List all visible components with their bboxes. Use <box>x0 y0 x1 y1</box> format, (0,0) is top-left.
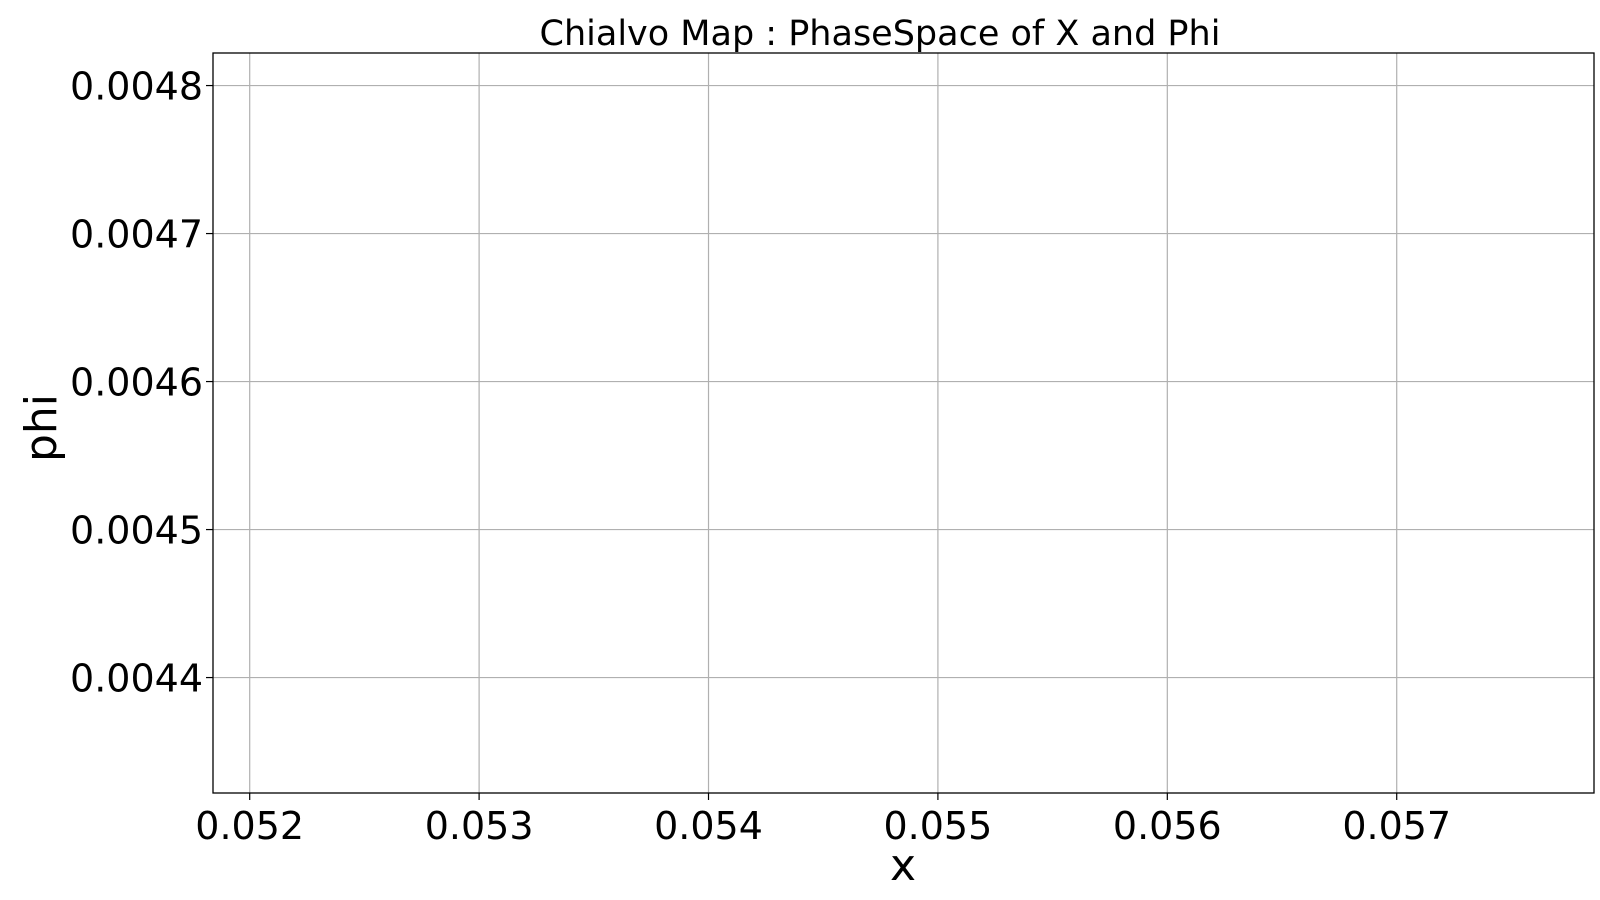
x-tick-label: 0.055 <box>884 804 993 848</box>
x-tick-label: 0.053 <box>425 804 534 848</box>
y-tick-label: 0.0044 <box>70 657 203 701</box>
y-tick-label: 0.0045 <box>70 509 203 553</box>
x-axis-ticks: 0.052 0.053 0.054 0.055 0.056 0.057 <box>195 793 1451 848</box>
chart-title: Chialvo Map : PhaseSpace of X and Phi <box>540 14 1221 54</box>
y-axis-label: phi <box>16 394 67 462</box>
x-axis-label: x <box>890 840 916 891</box>
plot-frame <box>212 52 1595 794</box>
x-tick-label: 0.056 <box>1113 804 1222 848</box>
x-tick-label: 0.057 <box>1342 804 1451 848</box>
y-tick-label: 0.0047 <box>70 213 203 257</box>
y-axis-ticks: 0.0044 0.0045 0.0046 0.0047 0.0048 <box>70 65 213 701</box>
x-tick-label: 0.054 <box>654 804 763 848</box>
y-tick-label: 0.0046 <box>70 361 203 405</box>
y-tick-label: 0.0048 <box>70 65 203 109</box>
x-tick-label: 0.052 <box>195 804 304 848</box>
grid-layer <box>213 53 1594 793</box>
